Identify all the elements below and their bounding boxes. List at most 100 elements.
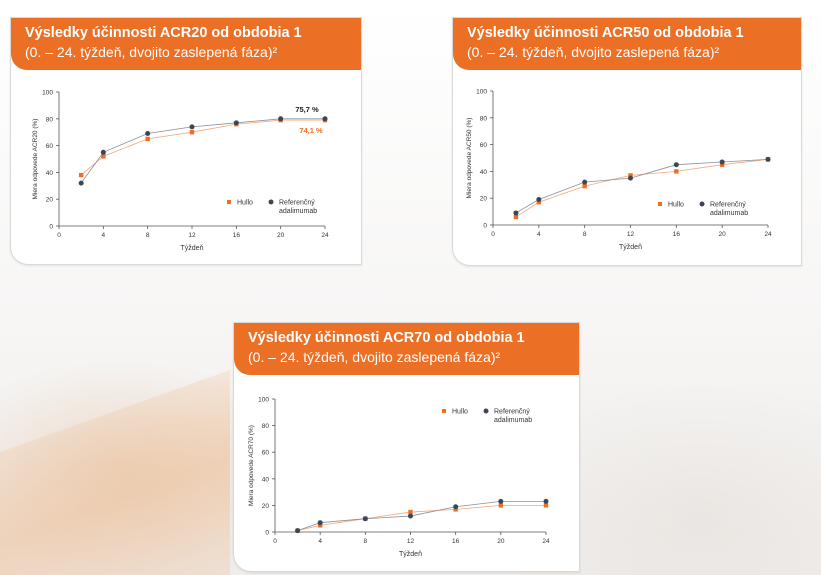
card-header: Výsledky účinnosti ACR50 od obdobia 1 (0… bbox=[453, 18, 801, 70]
card-header: Výsledky účinnosti ACR70 od obdobia 1 (0… bbox=[234, 323, 579, 375]
data-point-hullo bbox=[674, 169, 679, 174]
y-tick-label: 60 bbox=[262, 450, 270, 457]
x-tick-label: 20 bbox=[277, 232, 285, 239]
chart-card-acr20: Výsledky účinnosti ACR20 od obdobia 1 (0… bbox=[10, 17, 362, 265]
card-header: Výsledky účinnosti ACR20 od obdobia 1 (0… bbox=[11, 18, 361, 70]
x-tick-label: 24 bbox=[321, 232, 329, 239]
chart-title: Výsledky účinnosti ACR50 od obdobia 1 bbox=[467, 25, 744, 41]
data-point-reference bbox=[453, 504, 459, 510]
data-point-hullo bbox=[101, 154, 106, 159]
y-axis-title: Miera odpovede ACR20 (%) bbox=[32, 119, 39, 200]
data-annotation: 75,7 % bbox=[295, 105, 319, 114]
x-tick-label: 0 bbox=[273, 538, 277, 545]
legend-label-reference-line2: adalimumab bbox=[494, 417, 532, 424]
x-axis-title: Týždeň bbox=[399, 551, 422, 558]
x-tick-label: 8 bbox=[146, 232, 150, 239]
y-tick-label: 0 bbox=[265, 530, 269, 537]
x-tick-label: 4 bbox=[537, 231, 541, 238]
y-tick-label: 0 bbox=[49, 224, 53, 231]
data-point-hullo bbox=[78, 172, 84, 178]
legend-marker-hullo bbox=[227, 200, 231, 204]
data-point-reference bbox=[498, 498, 504, 504]
data-point-hullo bbox=[408, 509, 413, 515]
y-tick-label: 40 bbox=[480, 169, 488, 176]
legend-label-reference: Referenčný bbox=[494, 409, 530, 416]
x-tick-label: 0 bbox=[57, 232, 61, 239]
y-tick-label: 100 bbox=[258, 397, 269, 404]
x-tick-label: 12 bbox=[188, 232, 196, 239]
y-tick-label: 100 bbox=[42, 90, 53, 97]
x-tick-label: 12 bbox=[407, 538, 415, 545]
y-axis-title: Miera odpovede ACR70 (%) bbox=[248, 425, 255, 506]
x-tick-label: 0 bbox=[491, 231, 495, 238]
data-point-hullo bbox=[189, 130, 195, 135]
data-point-hullo bbox=[536, 200, 542, 205]
x-tick-label: 20 bbox=[719, 231, 727, 238]
series-line-hullo bbox=[297, 505, 546, 532]
data-point-reference bbox=[145, 131, 151, 137]
y-tick-label: 20 bbox=[262, 503, 270, 510]
chart-acr50: 0 20 40 60 80 100 0 4 8 12 16 20 24 Týždeň Miera odpov… bbox=[466, 89, 772, 252]
data-point-reference bbox=[543, 498, 549, 504]
legend-label-hullo: Hullo bbox=[452, 409, 468, 416]
data-point-reference bbox=[673, 162, 679, 168]
x-tick-label: 16 bbox=[673, 231, 681, 238]
data-point-reference bbox=[765, 156, 771, 162]
chart-subtitle: (0. – 24. týždeň, dvojito zaslepená fáza… bbox=[25, 44, 278, 60]
data-point-hullo bbox=[498, 503, 504, 508]
data-point-reference bbox=[628, 175, 633, 181]
x-tick-label: 12 bbox=[627, 231, 635, 238]
x-tick-label: 16 bbox=[233, 232, 241, 239]
x-tick-label: 4 bbox=[318, 538, 322, 545]
data-point-hullo bbox=[719, 162, 725, 167]
chart-subtitle: (0. – 24. týždeň, dvojito zaslepená fáza… bbox=[248, 349, 501, 365]
x-tick-label: 8 bbox=[364, 538, 368, 545]
y-tick-label: 20 bbox=[46, 197, 54, 204]
data-point-reference bbox=[317, 520, 323, 526]
y-tick-label: 60 bbox=[46, 143, 54, 150]
data-point-hullo bbox=[453, 507, 458, 512]
x-axis-title: Týždeň bbox=[619, 244, 642, 251]
data-point-reference bbox=[362, 516, 368, 522]
data-point-hullo bbox=[543, 503, 549, 508]
legend-marker-reference bbox=[483, 408, 489, 414]
data-point-reference bbox=[78, 180, 84, 186]
chart-acr20: 0 20 40 60 80 100 0 4 8 12 16 20 24 Týždeň Miera odpov… bbox=[32, 90, 329, 253]
series-line-hullo bbox=[80, 119, 325, 176]
legend-marker-hullo bbox=[442, 409, 446, 413]
y-tick-label: 40 bbox=[262, 476, 270, 483]
x-tick-label: 24 bbox=[542, 538, 550, 545]
y-tick-label: 20 bbox=[480, 196, 488, 203]
data-point-reference bbox=[189, 124, 195, 130]
x-axis-title: Týždeň bbox=[181, 245, 204, 252]
x-tick-label: 8 bbox=[583, 231, 587, 238]
data-point-reference bbox=[536, 197, 542, 203]
data-point-reference bbox=[582, 179, 588, 185]
y-tick-label: 40 bbox=[46, 170, 54, 177]
data-point-hullo bbox=[317, 523, 323, 528]
y-axis-title: Miera odpovede ACR50 (%) bbox=[466, 118, 473, 199]
data-point-reference bbox=[295, 528, 301, 534]
data-point-reference bbox=[233, 120, 239, 126]
chart-card-acr50: Výsledky účinnosti ACR50 od obdobia 1 (0… bbox=[452, 17, 802, 266]
legend-marker-hullo bbox=[658, 202, 662, 206]
chart-title: Výsledky účinnosti ACR20 od obdobia 1 bbox=[25, 25, 302, 41]
y-tick-label: 80 bbox=[480, 115, 488, 122]
x-tick-label: 24 bbox=[764, 231, 772, 238]
x-tick-label: 20 bbox=[497, 538, 505, 545]
legend-marker-reference bbox=[268, 199, 274, 205]
y-tick-label: 100 bbox=[476, 89, 487, 96]
legend-label-reference-line2: adalimumab bbox=[710, 210, 748, 217]
data-point-hullo bbox=[145, 136, 150, 142]
data-point-reference bbox=[278, 116, 284, 122]
legend-label-hullo: Hullo bbox=[237, 200, 253, 207]
data-point-reference bbox=[513, 210, 519, 216]
data-annotation: 74,1 % bbox=[299, 126, 323, 135]
data-point-hullo bbox=[628, 173, 633, 178]
data-point-reference bbox=[408, 513, 413, 519]
data-point-hullo bbox=[513, 214, 519, 220]
legend-label-reference-line2: adalimumab bbox=[279, 208, 317, 215]
y-tick-label: 60 bbox=[480, 142, 488, 149]
data-point-hullo bbox=[582, 183, 587, 189]
chart-title: Výsledky účinnosti ACR70 od obdobia 1 bbox=[248, 330, 525, 346]
